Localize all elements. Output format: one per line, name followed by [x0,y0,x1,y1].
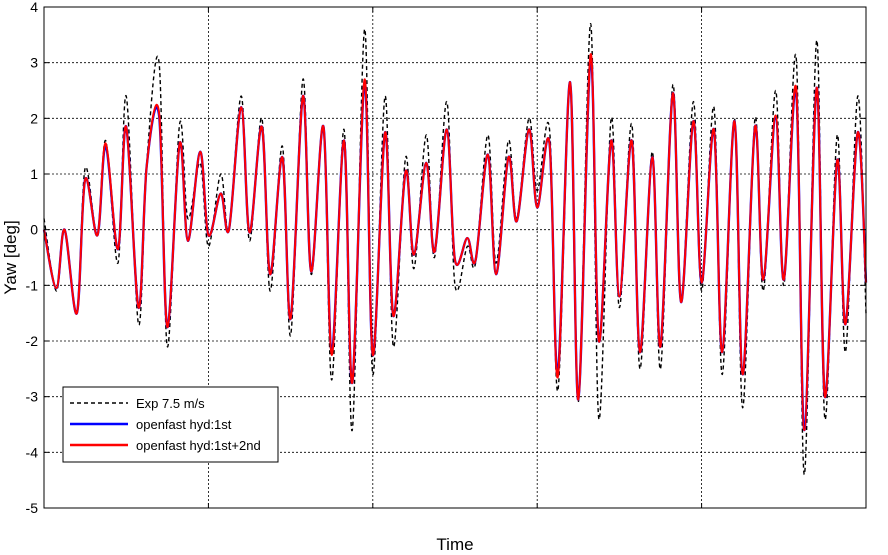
series-hyd12-line [43,53,867,432]
legend-label: openfast hyd:1st+2nd [136,438,261,453]
x-axis-title: Time [436,535,473,554]
y-tick-label: -3 [26,389,39,405]
y-tick-label: -5 [26,500,39,516]
series-layer [42,22,868,476]
y-tick-label: 3 [30,55,38,71]
y-tick-label: 2 [30,110,38,126]
legend: Exp 7.5 m/s openfast hyd:1st openfast hyd:… [62,386,279,463]
y-tick-label: -4 [26,444,39,460]
legend-label: Exp 7.5 m/s [136,396,205,411]
y-tick-label: -2 [26,333,39,349]
y-axis-title: Yaw [deg] [1,220,20,294]
y-axis-ticks: -5 -4 -3 -2 -1 0 1 2 3 4 [26,0,866,516]
y-tick-label: 1 [30,166,38,182]
y-tick-label: 4 [30,0,38,15]
y-tick-label: 0 [30,222,38,238]
legend-label: openfast hyd:1st [136,417,232,432]
plot-frame [43,6,867,509]
y-tick-label: -1 [26,277,39,293]
